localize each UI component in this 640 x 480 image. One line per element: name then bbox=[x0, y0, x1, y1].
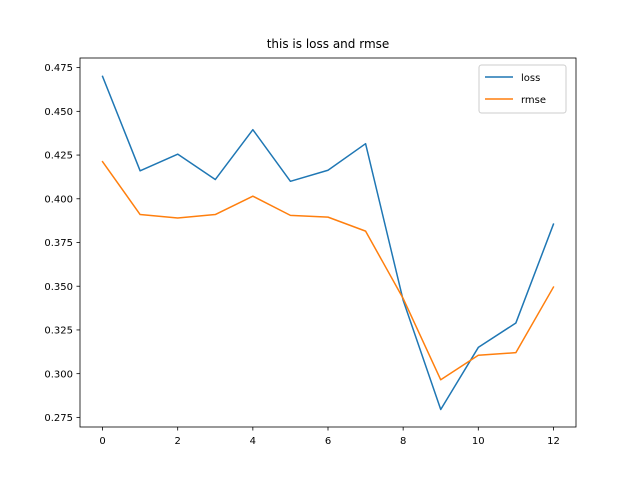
y-tick-label: 0.400 bbox=[44, 194, 73, 205]
x-tick-label: 10 bbox=[472, 436, 485, 447]
x-tick-label: 8 bbox=[400, 436, 406, 447]
y-tick-label: 0.300 bbox=[44, 369, 73, 380]
y-tick-label: 0.325 bbox=[44, 326, 73, 337]
y-tick-label: 0.450 bbox=[44, 107, 73, 118]
x-tick-label: 4 bbox=[250, 436, 256, 447]
series-line-rmse bbox=[101, 160, 555, 381]
series-line-loss bbox=[101, 75, 555, 411]
legend-label-loss: loss bbox=[521, 73, 540, 84]
legend-label-rmse: rmse bbox=[521, 95, 546, 106]
series-layer bbox=[101, 75, 555, 411]
chart-title: this is loss and rmse bbox=[267, 37, 390, 51]
y-tick-label: 0.275 bbox=[44, 413, 73, 424]
x-tick-label: 12 bbox=[547, 436, 560, 447]
y-tick-label: 0.350 bbox=[44, 282, 73, 293]
x-tick-label: 6 bbox=[325, 436, 331, 447]
y-tick-label: 0.425 bbox=[44, 151, 73, 162]
y-tick-label: 0.375 bbox=[44, 238, 73, 249]
legend: loss rmse bbox=[478, 64, 567, 114]
x-tick-label: 0 bbox=[99, 436, 105, 447]
axes-layer: 0 2 4 6 8 10 12 0.275 0.300 0.325 0.350 0.375 0.400 0… bbox=[44, 57, 577, 447]
x-tick-label: 2 bbox=[175, 436, 181, 447]
y-tick-label: 0.475 bbox=[44, 63, 73, 74]
